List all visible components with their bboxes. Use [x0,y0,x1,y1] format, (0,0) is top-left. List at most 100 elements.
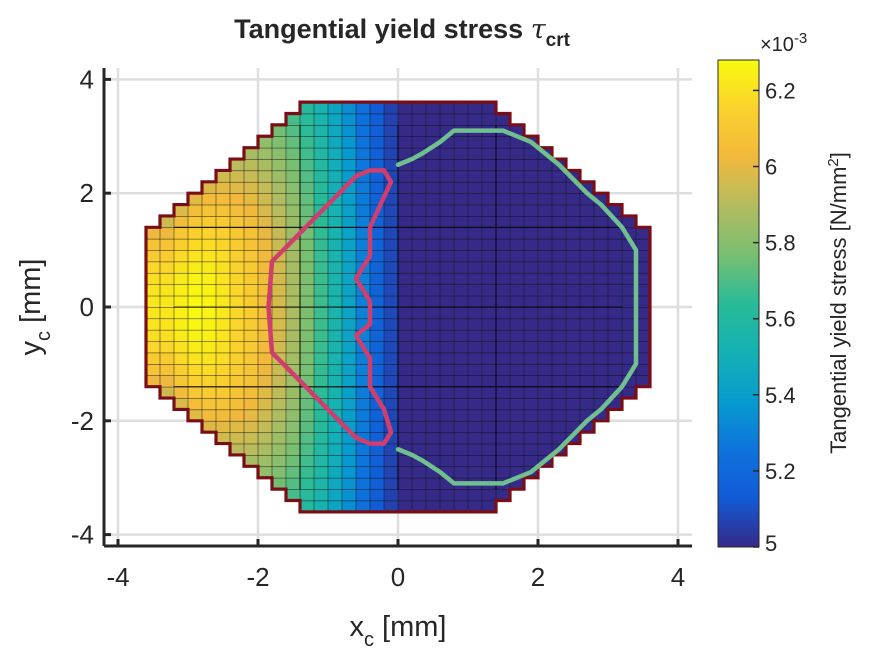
heatmap-cell [159,227,175,240]
heatmap-cell [257,135,273,149]
heatmap-cell [397,249,413,263]
heatmap-cell [481,409,497,422]
heatmap-cell [215,340,231,354]
heatmap-cell [579,329,595,342]
heatmap-cell [271,283,287,297]
heatmap-cell [341,454,357,468]
heatmap-cell [355,181,371,194]
heatmap-cell [453,466,469,479]
heatmap-cell [523,192,539,206]
heatmap-cell [327,249,343,263]
heatmap-cell [481,215,497,229]
heatmap-cell [411,431,427,445]
heatmap-cell [453,329,469,342]
heatmap-cell [481,272,497,285]
heatmap-cell [313,147,329,160]
heatmap-cell [187,215,203,229]
heatmap-cell [593,283,609,297]
heatmap-cell [411,466,427,479]
heatmap-cell [383,363,399,376]
heatmap-cell [145,306,161,320]
heatmap-cell [341,124,357,137]
heatmap-cell [453,340,469,354]
heatmap-cell [551,295,567,308]
heatmap-cell [411,124,427,137]
heatmap-cell [523,261,539,274]
heatmap-cell [285,215,301,229]
heatmap-cell [355,409,371,422]
heatmap-cell [271,397,287,411]
heatmap-cell [467,488,483,502]
heatmap-cell [495,272,511,285]
heatmap-cell [383,101,399,115]
heatmap-cell [551,352,567,365]
heatmap-cell [481,374,497,388]
heatmap-cell [229,352,245,365]
heatmap-cell [341,340,357,354]
heatmap-cell [467,272,483,285]
heatmap-cell [523,204,539,217]
heatmap-cell [411,249,427,263]
heatmap-cell [215,352,231,365]
heatmap-cell [481,261,497,274]
heatmap-cell [467,170,483,183]
heatmap-cell [411,238,427,251]
title-subscript: crt [546,30,571,51]
heatmap-cell [495,170,511,183]
domain-outline [144,100,652,514]
heatmap-cell [313,329,329,342]
heatmap-cell [383,204,399,217]
heatmap-cell [299,158,315,172]
heatmap-cell [481,352,497,365]
heatmap-cell [537,249,553,263]
heatmap-cell [327,329,343,342]
heatmap-cell [355,192,371,206]
heatmap-cell [551,215,567,229]
heatmap-cell [313,113,329,126]
heatmap-cell [355,454,371,468]
heatmap-cell [509,147,525,160]
heatmap-cell [425,215,441,229]
heatmap-cell [551,181,567,194]
heatmap-cell [383,329,399,342]
heatmap-cell [313,261,329,274]
heatmap-cell [551,238,567,251]
heatmap-cell [243,147,259,160]
heatmap-cell [411,283,427,297]
heatmap-cell [187,249,203,263]
heatmap-cell [327,272,343,285]
heatmap-cell [439,227,455,240]
heatmap-cell [565,409,581,422]
heatmap-cell [271,466,287,479]
heatmap-cell [439,238,455,251]
heatmap-cell [285,420,301,433]
heatmap-cell [439,113,455,126]
heatmap-cell [355,488,371,502]
heatmap-cell [509,170,525,183]
heatmap-cell [187,397,203,411]
heatmap-cell [327,124,343,137]
heatmap-cell [285,431,301,445]
heatmap-cell [607,318,623,331]
heatmap-cell [215,283,231,297]
heatmap-cell [523,420,539,433]
boundary-lines [144,100,652,514]
heatmap-cell [243,352,259,365]
heatmap-cell [579,386,595,399]
heatmap-cell [159,295,175,308]
heatmap-cell [537,272,553,285]
heatmap-cell [523,181,539,194]
heatmap-cell [439,363,455,376]
heatmap-cell [509,329,525,342]
heatmap-cell [565,295,581,308]
heatmap-cell [299,488,315,502]
heatmap-cell [481,192,497,206]
heatmap-cell [145,340,161,354]
heatmap-cell [271,420,287,433]
heatmap-cell [271,386,287,399]
heatmap-cell [327,261,343,274]
heatmap-cell [159,215,175,229]
heatmap-cell [509,443,525,456]
heatmap-cell [467,192,483,206]
heatmap-cell [369,272,385,285]
